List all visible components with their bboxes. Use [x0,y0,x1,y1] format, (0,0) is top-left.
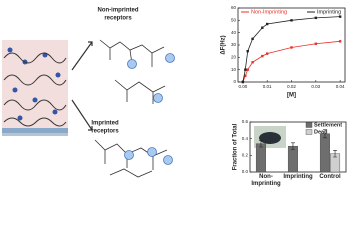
legend-label: Imprinting [317,9,341,15]
point [314,42,318,45]
plot-frame [249,121,347,173]
x-tick-label: Imprinting [283,174,313,180]
y-axis-title: Fraction of Total [233,123,239,170]
series-line [242,16,341,83]
point [290,19,293,22]
y-tick-label: 20 [231,55,237,60]
legend-label: Non-Imprinting [251,9,287,15]
x-tick-label: Control [319,174,341,180]
point [314,16,318,20]
figure: Non-imprinted receptors Imprinted recept… [2,5,347,187]
x-tick-label: Non- Imprinting [251,174,281,187]
error-bar [258,140,263,148]
x-tick-label: 0.04 [336,84,345,89]
molecules [94,39,175,178]
point [251,61,254,64]
y-tick-label: 0.0 [242,169,249,174]
point [265,22,269,26]
y-tick-label: 30 [231,42,237,47]
legend-swatch [305,129,313,135]
error-bar [290,142,295,150]
bar [319,133,330,173]
point [261,54,264,58]
x-tick-label: 0.03 [311,84,320,89]
label: receptors [104,16,132,22]
legend-label: Dead [314,129,327,135]
plot-frame [237,7,346,83]
y-axis-title: ΔF(Hz) [221,35,227,54]
error-bar [322,129,327,139]
y-tick-label: 10 [231,67,237,72]
bar [287,145,298,173]
point [251,37,254,41]
y-tick-label: 60 [231,5,237,10]
label: Non-imprinted [98,8,139,14]
graphic: Non-imprinted receptors Imprinted recept… [2,5,347,178]
point [246,68,249,71]
point [261,26,264,29]
legend-swatch [305,122,313,128]
point [244,74,247,78]
point [290,46,293,49]
x-axis-title: [M] [287,93,296,99]
y-tick-label: 40 [231,30,237,35]
label: receptors [91,129,119,135]
bar [255,143,266,173]
beetle-photo [254,126,286,148]
x-tick-label: 0.00 [238,84,247,89]
x-tick-label: 0.01 [263,84,272,89]
point [265,52,269,55]
point [241,80,245,84]
error-bar [333,150,338,158]
y-tick-label: 0.2 [242,153,249,158]
schematic [2,40,93,136]
y-tick-label: 0 [233,79,236,84]
point [338,40,342,43]
point [246,49,249,53]
point [244,68,247,71]
label: Imprinted [91,121,119,127]
y-tick-label: 50 [231,18,237,23]
y-tick-label: 0.6 [242,119,249,124]
point [338,15,342,18]
legend-label: Settlement [314,122,342,128]
y-tick-label: 0.4 [242,136,249,141]
x-tick-label: 0.02 [287,84,296,89]
